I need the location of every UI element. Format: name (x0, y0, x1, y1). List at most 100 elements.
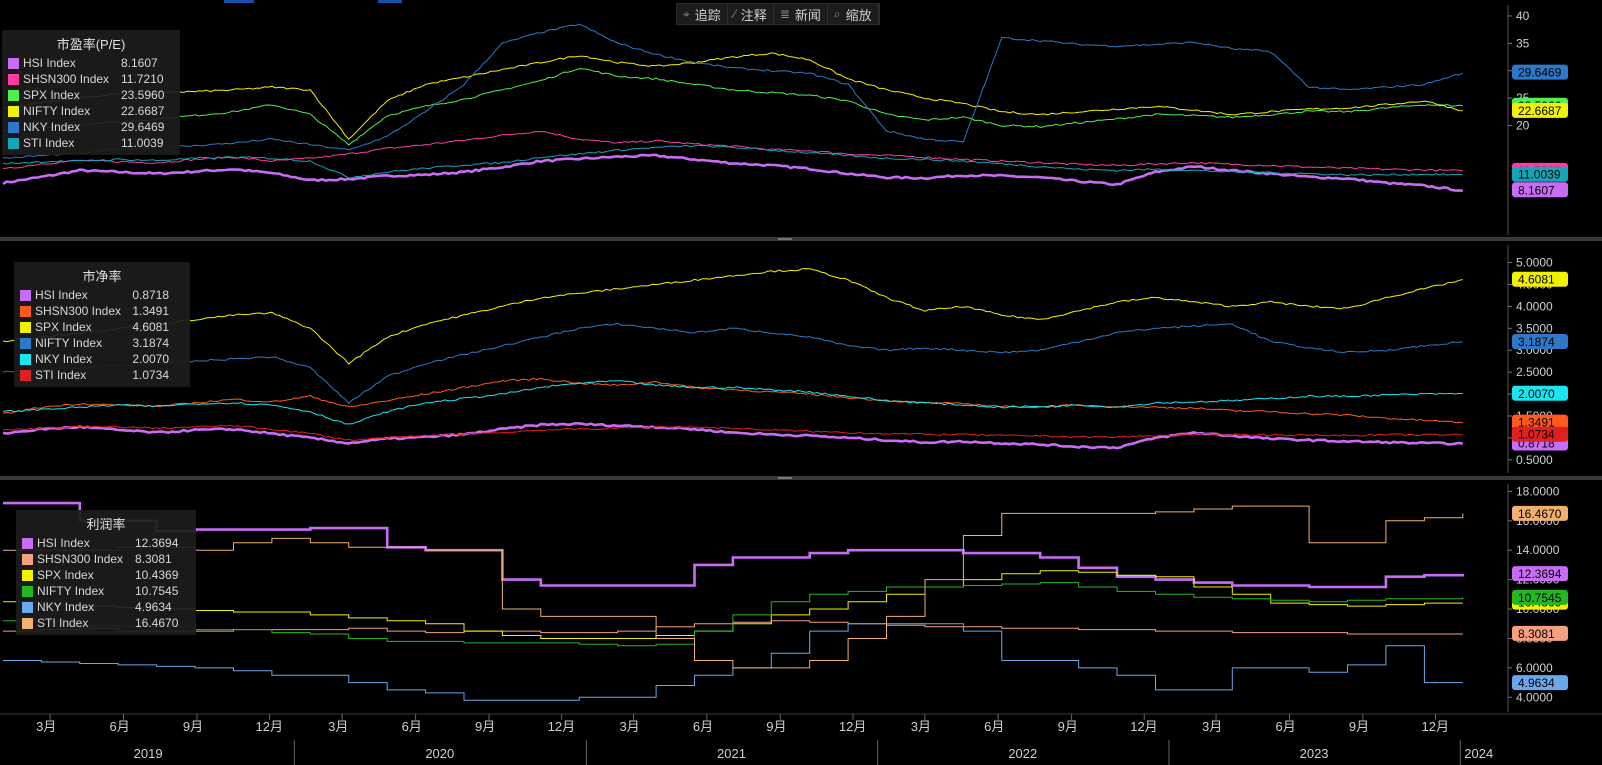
last-value-label: 12.3694 (1518, 567, 1562, 581)
x-tick-label: 12月 (1422, 719, 1449, 734)
year-label: 2020 (425, 746, 454, 761)
legend-row[interactable]: NIFTY Index 22.6687 (8, 103, 174, 119)
divider-grip (778, 238, 792, 240)
series-line-2 (2, 268, 1463, 365)
panel-divider (0, 237, 1602, 241)
x-tick-label: 9月 (183, 719, 203, 734)
legend-series-name: NKY Index (34, 352, 93, 366)
legend-series-value: 8.1607 (121, 56, 158, 70)
legend-row[interactable]: STI Index 16.4670 (22, 615, 190, 631)
legend-row[interactable]: NKY Index 2.0070 (20, 351, 184, 367)
legend-panel-1[interactable]: 市净率 HSI Index 0.8718 SHSN300 Index 1.3491 SPX… (14, 262, 190, 387)
y-tick-label: 20 (1516, 118, 1530, 132)
legend-series-name: NIFTY Index (23, 104, 91, 118)
y-tick-label: 4.0000 (1516, 299, 1553, 313)
legend-row[interactable]: NIFTY Index 10.7545 (22, 583, 190, 599)
legend-series-value: 10.4369 (135, 568, 179, 582)
toolbar-button-0[interactable]: ⌖ 追踪 (677, 4, 728, 24)
divider-grip (778, 477, 792, 479)
legend-swatch (22, 569, 33, 581)
legend-row[interactable]: NIFTY Index 3.1874 (20, 335, 184, 351)
year-label: 2024 (1464, 746, 1493, 761)
legend-swatch (22, 585, 33, 597)
legend-row[interactable]: SPX Index 10.4369 (22, 567, 190, 583)
legend-row[interactable]: STI Index 11.0039 (8, 135, 174, 151)
tab-indicator[interactable] (224, 0, 254, 3)
legend-row[interactable]: NKY Index 4.9634 (22, 599, 190, 615)
last-value-box (1512, 64, 1568, 80)
x-tick-label: 9月 (475, 719, 495, 734)
legend-series-name: HSI Index (23, 56, 76, 70)
legend-series-value: 22.6687 (121, 104, 165, 118)
last-value-tag: 22.6687 (1512, 102, 1568, 118)
panel-title: 市净率 (82, 269, 122, 284)
toolbar-button-1[interactable]: ⁄ 注释 (728, 4, 774, 24)
tab-indicator[interactable] (378, 0, 402, 3)
legend-swatch (8, 89, 19, 101)
last-value-label: 4.6081 (1518, 273, 1555, 287)
legend-row[interactable]: NKY Index 29.6469 (8, 119, 174, 135)
last-value-box (1512, 625, 1568, 641)
series-line-0 (2, 421, 1463, 450)
series-line-4 (2, 380, 1463, 425)
last-value-label: 29.6469 (1518, 66, 1562, 80)
x-tick-label: 6月 (693, 719, 713, 734)
legend-series-value: 2.0070 (132, 352, 170, 366)
series-line-1 (2, 377, 1463, 424)
x-tick-label: 6月 (984, 719, 1004, 734)
legend-series-name: SHSN300 Index (23, 72, 110, 86)
y-tick-label: 40 (1516, 9, 1530, 23)
last-value-label: 11.0039 (1518, 168, 1561, 182)
legend-panel-2[interactable]: 利润率 HSI Index 12.3694 SHSN300 Index 8.3081 SP… (16, 510, 196, 635)
x-tick-label: 6月 (402, 719, 422, 734)
chart-toolbar: ⌖ 追踪 ⁄ 注释 ≣ 新闻 ⌕ 缩放 (676, 3, 880, 25)
last-value-tag: 4.6081 (1512, 271, 1568, 287)
legend-series-name: SHSN300 Index (37, 552, 124, 566)
y-tick-label: 6.0000 (1516, 661, 1553, 675)
last-value-label: 8.1607 (1518, 183, 1555, 197)
x-tick-label: 6月 (110, 719, 130, 734)
series-line-4 (2, 23, 1464, 159)
legend-row[interactable]: HSI Index 8.1607 (8, 55, 174, 71)
last-value-tag: 11.0039 (1512, 166, 1568, 182)
toolbar-label: 追踪 (694, 7, 721, 23)
legend-row[interactable]: STI Index 1.0734 (20, 367, 184, 383)
legend-row[interactable]: SPX Index 4.6081 (20, 319, 184, 335)
pencil-icon: ⁄ (733, 7, 736, 21)
legend-swatch (8, 105, 19, 117)
panel-title: 利润率 (86, 517, 126, 532)
legend-row[interactable]: SPX Index 23.5960 (8, 87, 174, 103)
legend-series-value: 1.3491 (132, 304, 170, 318)
legend-row[interactable]: HSI Index 12.3694 (22, 535, 190, 551)
series-line-5 (3, 505, 1464, 669)
legend-series-name: SPX Index (34, 320, 92, 334)
legend-series-value: 4.6081 (132, 320, 170, 334)
year-label: 2022 (1008, 746, 1037, 761)
last-value-tag: 12.3694 (1512, 566, 1568, 582)
legend-row[interactable]: HSI Index 0.8718 (20, 287, 184, 303)
legend-row[interactable]: SHSN300 Index 11.7210 (8, 71, 174, 87)
legend-series-name: STI Index (37, 616, 89, 630)
legend-series-name: NKY Index (23, 120, 81, 134)
last-value-tag: 4.9634 (1512, 675, 1568, 691)
last-value-tag: 8.1607 (1512, 182, 1568, 198)
toolbar-button-2[interactable]: ≣ 新闻 (774, 4, 828, 24)
series-line-2 (3, 570, 1463, 639)
news-icon: ≣ (779, 7, 790, 21)
toolbar-button-3[interactable]: ⌕ 缩放 (828, 4, 879, 24)
y-tick-label: 0.5000 (1516, 453, 1553, 467)
legend-series-name: NIFTY Index (37, 584, 105, 598)
legend-panel-0[interactable]: 市盈率(P/E) HSI Index 8.1607 SHSN300 Index 11.7… (2, 30, 180, 155)
legend-row[interactable]: SHSN300 Index 8.3081 (22, 551, 190, 567)
legend-row[interactable]: SHSN300 Index 1.3491 (20, 303, 184, 319)
year-label: 2021 (717, 746, 746, 761)
last-value-tag: 29.6469 (1512, 64, 1568, 80)
y-tick-label: 14.0000 (1516, 543, 1560, 557)
last-value-tag: 1.0734 (1512, 426, 1568, 442)
x-tick-label: 9月 (1349, 719, 1369, 734)
y-tick-label: 2.5000 (1516, 365, 1553, 379)
series-line-0 (2, 153, 1463, 192)
toolbar-label: 注释 (740, 7, 767, 23)
x-tick-label: 12月 (548, 719, 575, 734)
